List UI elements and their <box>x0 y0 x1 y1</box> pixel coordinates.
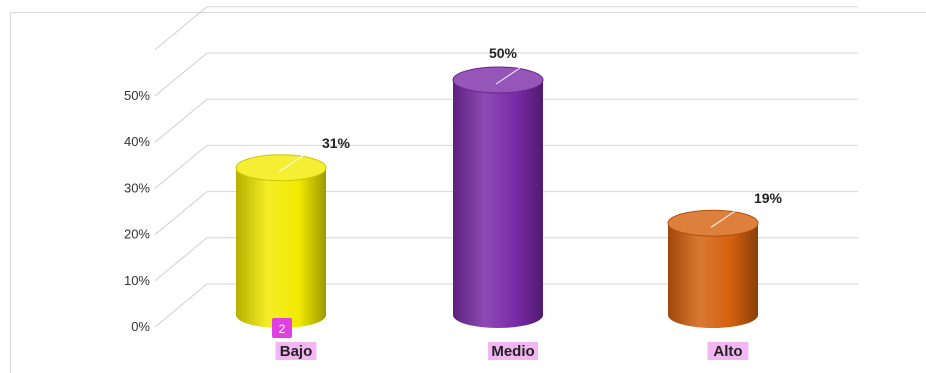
gridline-diagonal <box>154 6 208 51</box>
y-tick-label: 0% <box>131 319 150 334</box>
y-tick-label: 20% <box>124 227 150 242</box>
category-labels: Bajo Medio Alto <box>275 342 749 360</box>
marker-badge: 2 <box>272 318 292 338</box>
category-label: Medio <box>488 342 538 360</box>
cylinder-top <box>452 66 544 94</box>
y-tick-label: 10% <box>124 273 150 288</box>
data-labels: 31% 50% 19% <box>322 45 783 206</box>
marker-layer: 2 <box>272 318 292 338</box>
bars <box>235 66 759 328</box>
data-label: 19% <box>754 190 783 206</box>
gridline-diagonal <box>154 237 208 282</box>
svg-text:Bajo: Bajo <box>280 343 313 360</box>
cylinder-body <box>668 223 758 328</box>
gridline-diagonal <box>154 191 208 235</box>
y-tick-label: 50% <box>124 88 150 103</box>
cylinder-body <box>453 80 543 328</box>
leader-line <box>710 210 736 228</box>
category-label: Alto <box>707 342 749 360</box>
gridline-diagonal <box>154 283 208 328</box>
category-label-highlight <box>488 342 538 360</box>
data-label: 50% <box>489 45 518 61</box>
svg-text:Medio: Medio <box>491 343 534 360</box>
chart-frame <box>10 12 926 373</box>
gridline-diagonal <box>154 52 208 97</box>
svg-text:2: 2 <box>279 322 286 336</box>
cylinder-body <box>236 167 326 328</box>
cylinder-top <box>667 209 759 237</box>
y-tick-label: 30% <box>124 180 150 195</box>
data-label: 31% <box>322 135 351 151</box>
leader-line <box>495 67 521 85</box>
category-label: Bajo <box>275 342 317 360</box>
leader-line <box>278 155 304 173</box>
bar-alto <box>667 209 759 328</box>
bar-bajo <box>235 154 327 328</box>
y-axis-ticks: 0% 10% 20% 30% 40% 50% <box>124 88 150 334</box>
cylinder-top <box>235 154 327 182</box>
y-tick-label: 40% <box>124 134 150 149</box>
svg-text:Alto: Alto <box>713 343 742 360</box>
category-label-highlight <box>275 342 317 360</box>
gridline-diagonal <box>154 98 208 143</box>
gridline-diagonal <box>154 145 208 189</box>
category-label-highlight <box>707 342 749 360</box>
bar-medio <box>452 66 544 328</box>
